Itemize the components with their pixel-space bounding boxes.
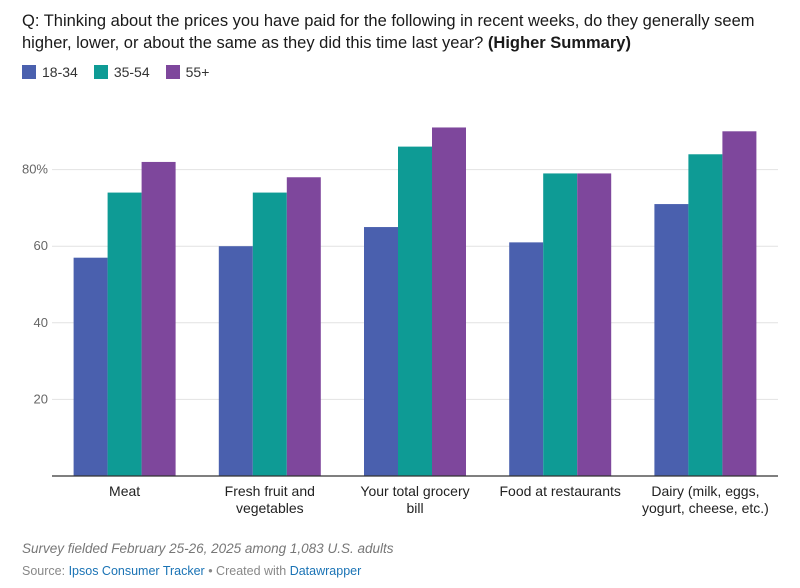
category-label-2-line-1: bill	[406, 500, 423, 516]
legend-label-55-plus: 55+	[185, 64, 210, 80]
category-label-1-line-1: vegetables	[236, 500, 304, 516]
bar-55-plus-3	[577, 173, 612, 476]
legend-item-18-34: 18-34	[22, 64, 78, 80]
source-prefix: Source:	[22, 564, 69, 578]
chart-title: Q: Thinking about the prices you have pa…	[22, 10, 782, 54]
bar-35-54-0	[107, 192, 142, 476]
bar-55-plus-0	[141, 161, 176, 476]
legend-swatch-18-34	[22, 65, 36, 79]
bar-55-plus-1	[286, 177, 321, 476]
legend-label-18-34: 18-34	[42, 64, 78, 80]
category-label-2-line-0: Your total grocery	[360, 483, 469, 499]
survey-note: Survey fielded February 25-26, 2025 amon…	[22, 541, 394, 556]
legend-swatch-35-54	[93, 65, 108, 79]
question-emphasis: (Higher Summary)	[487, 34, 631, 52]
bar-55-plus-2	[432, 127, 466, 476]
category-label-4-line-1: yogurt, cheese, etc.)	[642, 500, 769, 516]
legend-swatch-55-plus	[165, 65, 180, 79]
legend: 18-34 35-54 55+	[22, 64, 209, 80]
category-label-0-line-0: Meat	[109, 483, 140, 499]
bar-18-34-2	[364, 227, 398, 476]
legend-item-35-54: 35-54	[93, 64, 150, 80]
bar-18-34-0	[73, 257, 108, 476]
legend-label-35-54: 35-54	[113, 64, 150, 80]
y-tick-label-20: 20	[34, 391, 48, 406]
y-tick-label-60: 60	[34, 238, 48, 253]
bar-55-plus-4	[722, 131, 757, 477]
source-link[interactable]: Ipsos Consumer Tracker	[68, 564, 205, 578]
bar-35-54-4	[688, 154, 723, 476]
y-tick-label-80: 80%	[22, 162, 48, 177]
bar-35-54-2	[398, 146, 432, 476]
source-line: Source: Ipsos Consumer Tracker • Created…	[22, 564, 361, 578]
category-label-1-line-0: Fresh fruit and	[225, 483, 315, 499]
bar-35-54-3	[543, 173, 578, 476]
category-label-3-line-0: Food at restaurants	[499, 483, 620, 499]
datawrapper-link[interactable]: Datawrapper	[289, 564, 362, 578]
question-text: Q: Thinking about the prices you have pa…	[22, 12, 755, 52]
category-label-4-line-0: Dairy (milk, eggs,	[651, 483, 759, 499]
bar-18-34-1	[218, 246, 253, 476]
created-prefix: • Created with	[204, 564, 290, 578]
bar-35-54-1	[252, 192, 287, 476]
y-tick-label-40: 40	[34, 315, 48, 330]
bar-18-34-4	[654, 204, 689, 476]
legend-item-55-plus: 55+	[165, 64, 210, 80]
bar-18-34-3	[509, 242, 544, 476]
